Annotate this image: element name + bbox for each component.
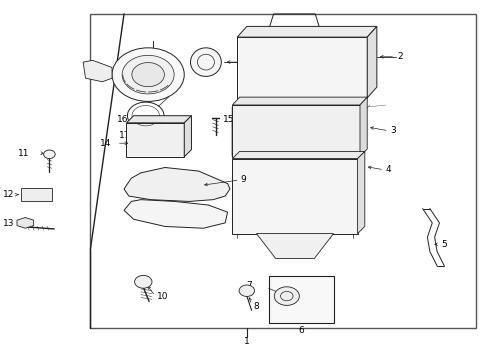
Text: 14: 14 (100, 139, 111, 148)
Polygon shape (359, 97, 366, 157)
Bar (90, 14, 475, 328)
Text: 2: 2 (396, 52, 402, 61)
Polygon shape (124, 167, 229, 202)
Bar (268, 276, 333, 323)
Text: 6: 6 (298, 325, 303, 334)
Bar (232, 105, 359, 157)
Polygon shape (366, 26, 376, 98)
Ellipse shape (190, 48, 221, 76)
Polygon shape (237, 26, 376, 37)
Text: 3: 3 (389, 126, 395, 135)
Text: 7: 7 (245, 281, 251, 290)
Polygon shape (184, 116, 191, 157)
Text: 12: 12 (3, 190, 15, 199)
Circle shape (239, 285, 254, 296)
Text: 11: 11 (18, 149, 30, 158)
Bar (237, 37, 366, 98)
Polygon shape (83, 60, 112, 82)
Polygon shape (357, 152, 364, 234)
Text: 5: 5 (440, 240, 446, 249)
Text: 8: 8 (253, 302, 258, 311)
Polygon shape (232, 97, 366, 105)
Circle shape (274, 287, 299, 305)
Bar (20, 188, 52, 202)
Bar (126, 123, 184, 157)
Circle shape (122, 55, 174, 94)
Polygon shape (126, 116, 191, 123)
Text: 17: 17 (119, 131, 130, 140)
Circle shape (43, 150, 55, 158)
Text: 16: 16 (117, 115, 128, 124)
Text: 4: 4 (385, 165, 390, 174)
Text: 15: 15 (223, 115, 234, 124)
Circle shape (134, 275, 152, 288)
Polygon shape (124, 200, 227, 228)
Polygon shape (232, 152, 364, 158)
Text: 9: 9 (240, 175, 246, 184)
Bar (232, 158, 357, 234)
Polygon shape (17, 217, 34, 228)
Text: 13: 13 (3, 220, 15, 229)
Polygon shape (256, 234, 333, 258)
Text: 18: 18 (240, 58, 251, 67)
Text: 1: 1 (244, 337, 249, 346)
Circle shape (132, 63, 164, 87)
Text: 10: 10 (157, 292, 168, 301)
Circle shape (112, 48, 184, 102)
